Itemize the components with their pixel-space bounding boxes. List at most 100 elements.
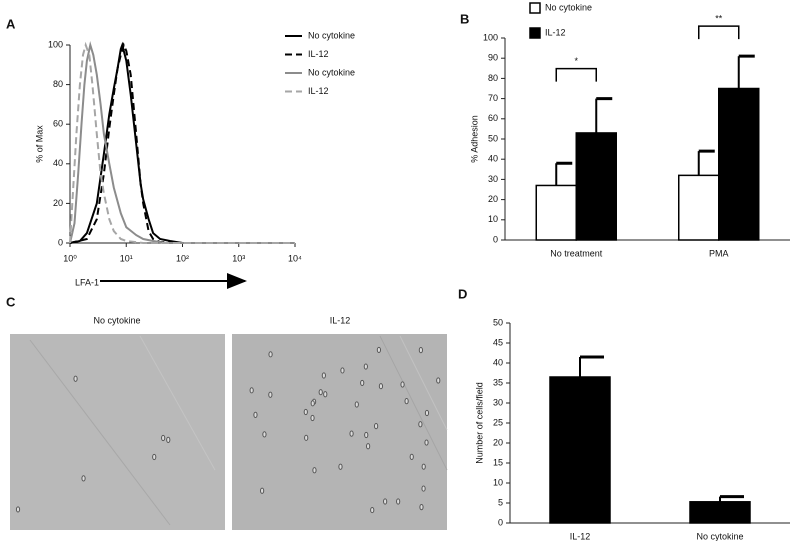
error-bar <box>595 97 613 133</box>
error-bar <box>555 161 573 186</box>
cell <box>262 431 267 438</box>
cell <box>303 408 308 416</box>
y-tick-label: 30 <box>493 397 503 407</box>
significance-label: * <box>574 56 578 66</box>
legend-label: IL-12 <box>308 49 329 59</box>
series-line <box>69 41 295 244</box>
cell <box>268 351 273 358</box>
y-axis-label: Number of cells/field <box>474 382 484 464</box>
micrograph <box>232 334 447 530</box>
cell <box>421 485 426 492</box>
y-tick-label: 10 <box>488 214 498 224</box>
cell <box>418 346 423 354</box>
y-tick-label: 100 <box>483 32 498 42</box>
y-tick-label: 0 <box>58 237 63 247</box>
x-tick-label: 10¹ <box>120 253 133 263</box>
cell <box>383 498 388 505</box>
cell <box>404 398 409 405</box>
cell <box>323 391 328 398</box>
y-tick-label: 20 <box>488 194 498 204</box>
bar <box>575 132 617 241</box>
cell <box>378 383 384 390</box>
cell <box>166 436 171 443</box>
panel-label: A <box>6 16 16 31</box>
cell <box>354 401 359 408</box>
cell <box>424 439 429 446</box>
cell <box>161 434 166 442</box>
cell <box>152 453 157 461</box>
y-tick-label: 30 <box>488 174 498 184</box>
cell <box>312 467 317 474</box>
cell <box>249 387 254 394</box>
bar <box>689 501 751 524</box>
cell <box>436 377 441 384</box>
y-tick-label: 0 <box>498 517 503 527</box>
y-tick-label: 5 <box>498 497 503 507</box>
series-line <box>69 41 295 244</box>
y-tick-label: 80 <box>53 79 63 89</box>
cell <box>370 506 375 514</box>
y-tick-label: 35 <box>493 377 503 387</box>
bar <box>549 376 611 524</box>
cell <box>373 422 379 430</box>
y-tick-label: 80 <box>488 73 498 83</box>
legend-label: No cytokine <box>308 30 355 40</box>
bar <box>678 174 720 241</box>
error-bar <box>737 54 755 89</box>
cell <box>421 463 426 470</box>
cell <box>15 506 21 513</box>
cell <box>363 363 368 370</box>
y-tick-label: 20 <box>53 198 63 208</box>
x-tick-label: 10² <box>176 253 189 263</box>
error-bar <box>719 495 744 502</box>
cell <box>396 498 401 505</box>
image-title: No cytokine <box>93 315 140 325</box>
x-tick-label: 10⁴ <box>288 253 302 263</box>
y-tick-label: 20 <box>493 437 503 447</box>
x-tick-label: PMA <box>709 248 729 258</box>
y-tick-label: 40 <box>493 357 503 367</box>
cell <box>318 389 323 396</box>
y-tick-label: 90 <box>488 53 498 63</box>
cell <box>409 453 414 460</box>
cell <box>268 391 273 398</box>
cell <box>424 409 430 417</box>
panel-label: C <box>6 294 16 309</box>
cell <box>321 372 326 379</box>
micrograph-texture <box>15 335 448 526</box>
cell <box>310 400 315 407</box>
cell <box>366 443 371 450</box>
legend-label: No cytokine <box>308 67 355 77</box>
legend-swatch <box>529 27 541 39</box>
y-tick-label: 50 <box>488 133 498 143</box>
cell <box>73 375 78 382</box>
error-bar <box>579 355 604 377</box>
y-tick-label: 45 <box>493 337 503 347</box>
cell <box>340 367 345 374</box>
error-bar <box>697 149 715 176</box>
cell <box>81 475 86 482</box>
cell <box>349 430 354 437</box>
bar <box>535 184 577 241</box>
series-line <box>69 42 295 244</box>
legend-label: IL-12 <box>545 27 566 37</box>
y-tick-label: 15 <box>493 457 503 467</box>
y-tick-label: 40 <box>488 154 498 164</box>
y-tick-label: 50 <box>493 317 503 327</box>
y-tick-label: 25 <box>493 417 503 427</box>
bar <box>718 87 760 241</box>
legend-swatch <box>529 2 541 14</box>
y-tick-label: 0 <box>493 234 498 244</box>
panel-label: B <box>460 11 469 26</box>
cell <box>253 411 258 418</box>
y-tick-label: 60 <box>53 119 63 129</box>
legend-label: IL-12 <box>308 86 329 96</box>
x-tick-label: 10³ <box>232 253 245 263</box>
panel-label: D <box>458 286 467 301</box>
y-tick-label: 70 <box>488 93 498 103</box>
x-axis-label: LFA-1 <box>75 277 99 287</box>
micrograph <box>10 334 225 530</box>
y-tick-label: 60 <box>488 113 498 123</box>
